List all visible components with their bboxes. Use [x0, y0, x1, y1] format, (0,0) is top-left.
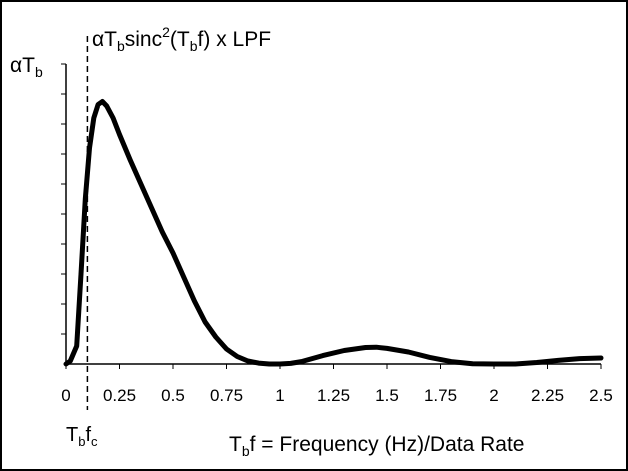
- title-paren-sub: b: [190, 38, 198, 54]
- ylabel-sub: b: [35, 64, 43, 80]
- title-mid: sinc: [125, 28, 162, 51]
- cutoff-label-f: f: [85, 424, 91, 446]
- y-axis-label: αTb: [10, 54, 43, 80]
- xlabel-rest: f = Frequency (Hz)/Data Rate: [250, 433, 525, 456]
- x-tick-label: 1.75: [424, 386, 457, 405]
- x-tick-label: 1: [275, 386, 284, 405]
- x-tick-label: 2: [489, 386, 498, 405]
- chart-title: αTbsinc2(Tbf) x LPF: [92, 24, 271, 54]
- title-suffix: f) x LPF: [198, 28, 272, 51]
- cutoff-label-sub-b: b: [78, 434, 85, 449]
- series-curve: [63, 99, 604, 367]
- xlabel-sub: b: [242, 443, 250, 459]
- x-tick-label: 2.25: [531, 386, 564, 405]
- x-tick-label: 0.75: [210, 386, 243, 405]
- x-tick-label: 0: [61, 386, 70, 405]
- x-tick-label: 0.5: [161, 386, 185, 405]
- title-sub: b: [117, 38, 125, 54]
- x-tick-label: 1.5: [375, 386, 399, 405]
- y-ticks-group: [61, 63, 66, 335]
- cutoff-label: Tbfc: [66, 424, 98, 449]
- x-tick-label: 1.25: [317, 386, 350, 405]
- x-tick-label: 0.25: [103, 386, 136, 405]
- x-tick-label: 2.5: [589, 386, 613, 405]
- x-ticks-group: 0 0.25 0.5 0.75 1 1.25 1.5 1.75 2 2.25 2.5: [61, 364, 613, 405]
- xlabel-T: T: [229, 433, 242, 456]
- title-prefix: αT: [92, 28, 117, 51]
- cutoff-label-T: T: [66, 424, 78, 446]
- title-sup: 2: [162, 24, 170, 40]
- cutoff-label-sub-c: c: [91, 434, 98, 449]
- title-paren: (T: [170, 28, 190, 51]
- x-axis-label: Tbf = Frequency (Hz)/Data Rate: [229, 433, 524, 459]
- ylabel-main: αT: [10, 54, 35, 77]
